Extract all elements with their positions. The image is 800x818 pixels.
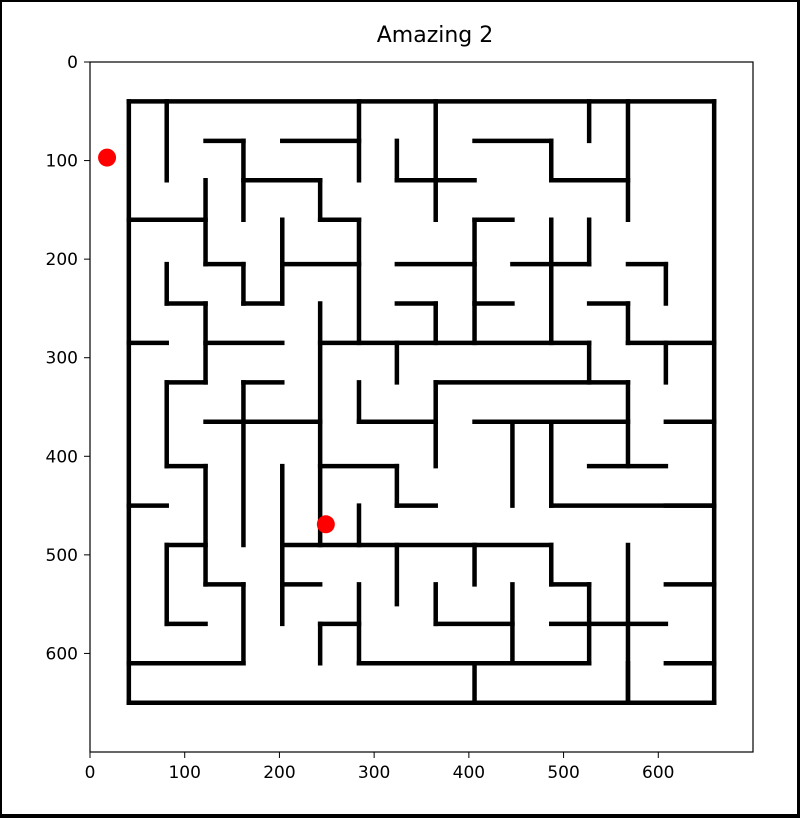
axes-frame xyxy=(89,61,754,753)
x-tick-label: 200 xyxy=(263,763,295,783)
x-tick-label: 400 xyxy=(453,763,485,783)
x-tick-label: 500 xyxy=(547,763,579,783)
x-tick-label: 300 xyxy=(358,763,390,783)
y-tick-label: 200 xyxy=(46,250,78,270)
player-marker xyxy=(316,515,335,534)
y-tick-label: 400 xyxy=(46,447,78,467)
maze-walls xyxy=(126,99,717,705)
axis-ticks: 0 100 200 300 400 500 600 0 100 200 300 400 500 600 xyxy=(46,53,675,783)
y-tick-label: 100 xyxy=(46,152,78,172)
start-marker xyxy=(98,148,117,167)
y-tick-label: 500 xyxy=(46,546,78,566)
x-tick-label: 100 xyxy=(168,763,200,783)
plot-title: Amazing 2 xyxy=(377,23,494,48)
x-tick-label: 0 xyxy=(85,763,96,783)
axes-border xyxy=(89,61,754,753)
y-tick-label: 600 xyxy=(46,644,78,664)
y-tick-label: 0 xyxy=(67,53,78,73)
y-tick-label: 300 xyxy=(46,349,78,369)
markers xyxy=(98,148,335,534)
x-tick-label: 600 xyxy=(642,763,674,783)
